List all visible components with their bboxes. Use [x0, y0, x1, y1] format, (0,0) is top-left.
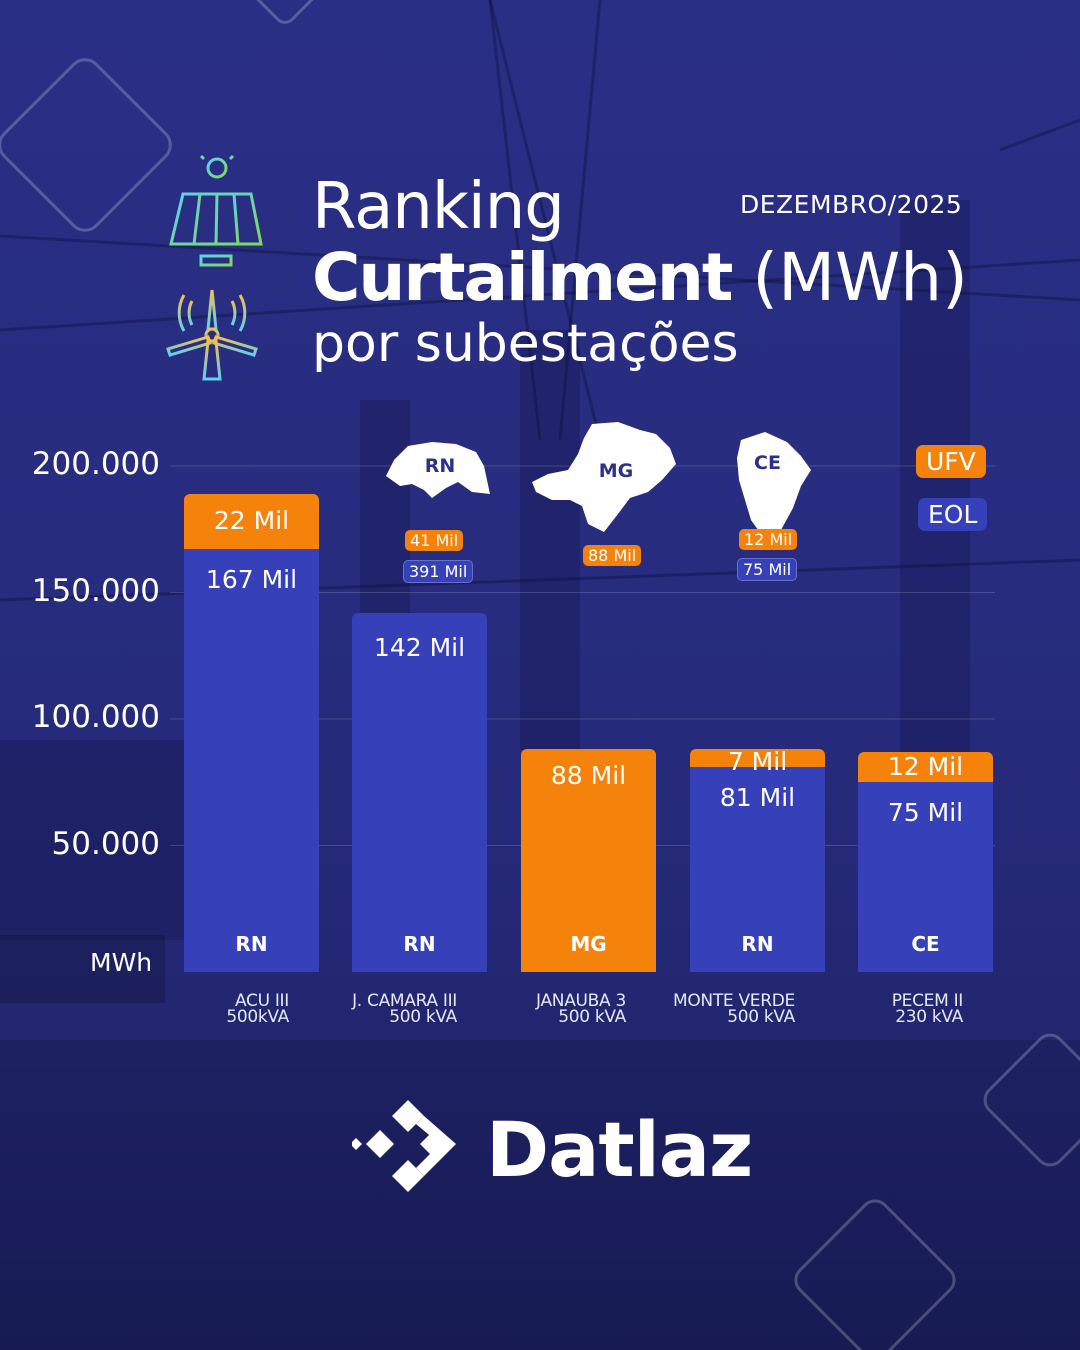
- bar-segment-eol: 142 Mil: [352, 612, 487, 972]
- x-tick-label: J. CAMARA III 500 kVA: [332, 991, 457, 1027]
- title-curtailment: Curtailment: [312, 239, 733, 316]
- x-tick-label-line: J. CAMARA III: [352, 991, 457, 1011]
- x-tick-label-line: 230 kVA: [895, 1007, 963, 1027]
- mg-ufv-total: 88 Mil: [583, 545, 642, 566]
- report-date: DEZEMBRO/2025: [740, 190, 963, 219]
- title-line-2: Curtailment (MWh): [312, 242, 968, 314]
- bar-1: 142 Mil RN: [352, 612, 487, 972]
- bar-state-label: CE: [911, 931, 940, 956]
- x-tick-label-line: MONTE VERDE: [672, 991, 795, 1011]
- bar-value-label-ufv: 12 Mil: [887, 752, 964, 782]
- x-tick-label-line: JANAUBA 3: [536, 991, 626, 1011]
- title-line-3: por subestações: [312, 314, 739, 374]
- x-tick-label: JANAUBA 3 500 kVA: [501, 991, 626, 1027]
- ce-eol-total: 75 Mil: [737, 558, 798, 581]
- x-tick-label: ACU III 500kVA: [164, 991, 289, 1027]
- bar-value-label-eol: 81 Mil: [719, 783, 796, 813]
- title-line-1: Ranking: [312, 170, 565, 244]
- bar-segment-eol: 167 Mil: [184, 549, 319, 972]
- bar-segment-eol: 75 Mil: [858, 782, 993, 972]
- ce-ufv-total: 12 Mil: [739, 529, 798, 550]
- bar-segment-ufv: 22 Mil: [184, 493, 319, 550]
- bar-4: 75 Mil 12 Mil CE: [858, 751, 993, 972]
- bar-value-label-ufv: 88 Mil: [550, 761, 627, 791]
- bar-state-label: RN: [235, 931, 268, 956]
- y-axis-unit: MWh: [90, 948, 153, 977]
- bar-state-label: RN: [403, 931, 436, 956]
- x-tick-label-line: 500 kVA: [558, 1007, 626, 1027]
- y-tick-label: 200.000: [31, 446, 160, 482]
- bar-2: 88 Mil MG: [521, 749, 656, 972]
- x-tick-label-line: ACU III: [235, 991, 289, 1011]
- legend-ufv: UFV: [916, 445, 986, 478]
- state-map-rn-icon: [386, 442, 490, 498]
- wind-turbine-icon: [166, 289, 258, 391]
- y-tick-label: 50.000: [51, 825, 160, 862]
- bar-value-label-eol: 167 Mil: [205, 565, 298, 595]
- state-map-mg-label: MG: [598, 460, 634, 482]
- bar-value-label-ufv: 7 Mil: [727, 749, 788, 777]
- bar-segment-ufv: 7 Mil: [690, 749, 825, 776]
- x-tick-label-line: 500 kVA: [727, 1007, 795, 1027]
- y-tick-label: 100.000: [31, 699, 160, 735]
- bar-value-label-eol: 75 Mil: [887, 798, 964, 828]
- bar-state-label: MG: [570, 931, 607, 956]
- title-block: Ranking Curtailment (MWh) por subestaçõe…: [312, 172, 968, 374]
- solar-panel-icon: [169, 150, 263, 267]
- x-tick-label-line: PECEM II: [891, 991, 964, 1011]
- bar-segment-ufv: 12 Mil: [858, 751, 993, 783]
- state-map-ce-icon: [737, 432, 811, 534]
- legend-eol: EOL: [918, 498, 988, 531]
- state-map-ce-label: CE: [754, 452, 781, 474]
- state-map-mg-icon: [532, 422, 676, 532]
- datlaz-logo-icon: [352, 1100, 456, 1192]
- y-axis-unit-box: [0, 935, 165, 1003]
- bar-0: 167 Mil 22 Mil RN: [184, 493, 319, 972]
- x-tick-label: PECEM II 230 kVA: [838, 991, 964, 1027]
- brand-name: Datlaz: [486, 1105, 753, 1194]
- bar-segment-eol: 81 Mil: [690, 767, 825, 972]
- bar-state-label: RN: [741, 931, 774, 956]
- state-map-rn-label: RN: [424, 455, 456, 477]
- y-tick-label: 150.000: [31, 572, 160, 609]
- x-tick-label-line: 500kVA: [226, 1007, 289, 1027]
- rn-eol-total: 391 Mil: [403, 560, 474, 583]
- x-tick-label: MONTE VERDE 500 kVA: [670, 991, 795, 1027]
- bar-segment-ufv: 88 Mil: [521, 749, 656, 972]
- x-tick-label-line: 500 kVA: [389, 1007, 457, 1027]
- title-unit: (MWh): [752, 239, 968, 316]
- bar-3: 81 Mil 7 Mil RN: [690, 749, 825, 972]
- bar-value-label-eol: 142 Mil: [373, 632, 466, 662]
- bar-value-label-ufv: 22 Mil: [213, 505, 290, 535]
- rn-ufv-total: 41 Mil: [405, 530, 464, 551]
